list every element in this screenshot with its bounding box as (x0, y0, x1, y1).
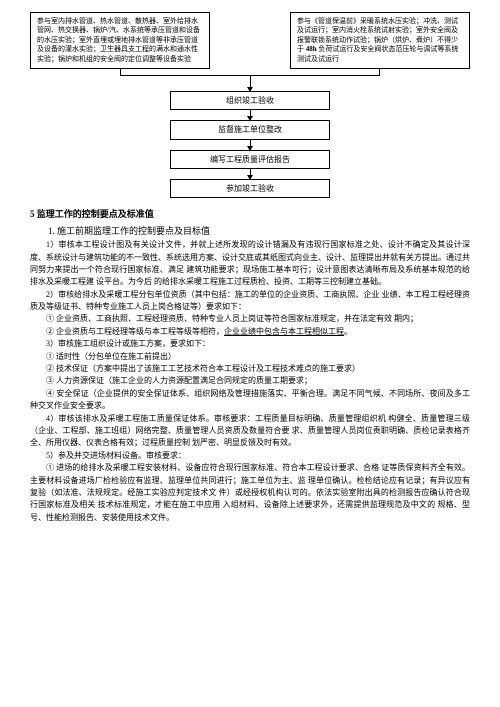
li-5: ② 技术保证（方案中提出了该施工工艺技术符合本工程设计及工程技术难点的施工要求） (30, 363, 470, 375)
para-1: 1）审核本工程设计图及有关设计文件，并就上述所发现的设计错漏及有违现行国家标准之… (30, 239, 470, 289)
flow-step-4: 参加竣工验收 (170, 179, 330, 198)
li-7: ④ 安全保证（企业提供的安全保证体系、组织网络及管理措施落实、平衡合理。满足不同… (30, 388, 470, 413)
li-2-a: ② 企业资质与工程经理等级与本工程等级等相符， (46, 327, 224, 336)
flow-step-3: 编写工程质量评估报告 (170, 150, 330, 169)
para-3: 4）审核该排水及采暖工程施工质量保证体系。审核要求：工程质量目标明确、质量管理组… (30, 413, 470, 450)
li-6: ③ 人力资源保证（施工企业的人力资源配置满足合同规定的质量工期要求； (30, 375, 470, 387)
flowchart: 参与室内排水管道、热水管道、散热器、室外给排水管网、热交换器、锅炉/汽、水系统等… (30, 12, 470, 198)
flow-step-1: 组织竣工验收 (170, 91, 330, 110)
li-3: 3）审核施工组织设计或施工方案，要求如下： (30, 338, 470, 350)
flow-right-text-d: 负荷试运行及安全阀状态范压轮与调试等系统测试及试运行 (297, 45, 458, 62)
para-2: 2）审核给排水及采暖工程分包单位资质（其中包括：施工的单位的企业资质、工商执照、… (30, 289, 470, 314)
section-title: 5 监理工作的控制要点及标准值 (30, 208, 470, 221)
flow-arrow-3 (250, 140, 251, 150)
flow-arrow-1 (250, 81, 251, 91)
flow-box-left: 参与室内排水管道、热水管道、散热器、室外给排水管网、热交换器、锅炉/汽、水系统等… (30, 12, 210, 69)
li-1: ① 企业资质、工商执照、工程经理资质、特种专业人员上岗证等符合国家标准规定，并在… (30, 313, 470, 325)
li-2-underline: 企业业绩中包含与本工程相似工程 (224, 327, 344, 336)
flow-merge (30, 69, 470, 81)
li-2: ② 企业资质与工程经理等级与本工程等级等相符，企业业绩中包含与本工程相似工程。 (30, 326, 470, 338)
flow-right-48h: 48h (306, 45, 317, 53)
flow-box-right: 参与《管道保温前》采暖系统水压实验；冲洗、测试及试运行；室内消火栓系统试射实验；… (290, 12, 470, 69)
flow-step-2: 监督施工单位整改 (170, 120, 330, 139)
sub-title-1: 1. 施工前期监理工作的控制要点及目标值 (30, 225, 470, 238)
flow-arrow-2 (250, 110, 251, 120)
li-4: ① 适时性（分包单位在施工前提出） (30, 351, 470, 363)
para-4: 5）参及并交进场材料设备。审核要求： (30, 450, 470, 462)
flow-top-row: 参与室内排水管道、热水管道、散热器、室外给排水管网、热交换器、锅炉/汽、水系统等… (30, 12, 470, 69)
para-5: ① 进场的给排水及采暖工程安装材料、设备应符合现行国家标准、符合本工程设计要求、… (30, 462, 470, 524)
flow-arrow-4 (250, 169, 251, 179)
li-2-c: 。 (344, 327, 352, 336)
